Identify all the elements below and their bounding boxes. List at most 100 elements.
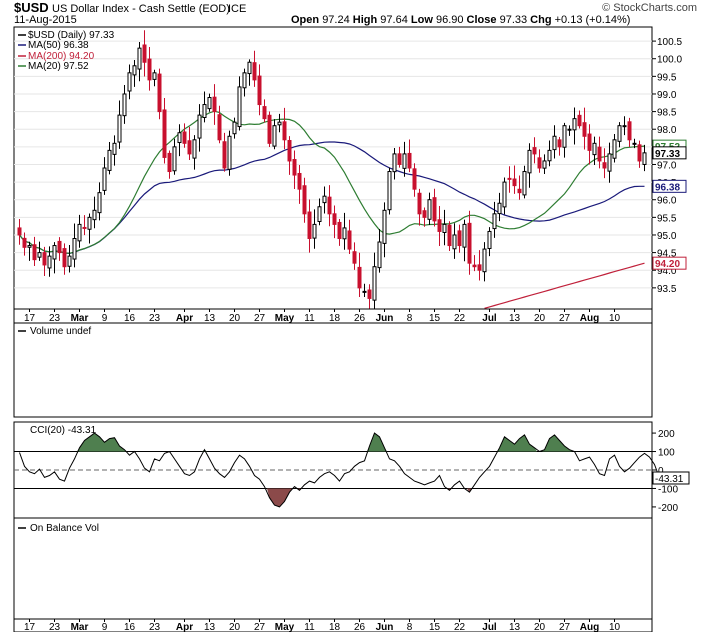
candle [157,68,162,120]
candle [432,188,437,227]
price-tick-label: 100.5 [657,37,682,48]
candle [477,250,482,281]
candle [387,167,392,215]
cci-tick-label: 200 [658,429,675,440]
stockcharts-watermark: © StockCharts.com [602,2,697,14]
candle [142,30,147,77]
date-tick-label: 27 [559,622,571,632]
candle [582,107,587,150]
ma20-line [19,110,645,254]
price-tick-label: 93.5 [657,284,677,295]
price-axis: 93.594.094.595.095.596.096.597.097.598.0… [652,37,682,295]
candle [177,124,182,157]
candle [417,188,422,226]
candle [352,242,357,270]
date-tick-label: 20 [229,622,241,632]
candle [617,122,622,148]
candle [437,205,442,246]
date-tick-label: 20 [534,313,546,324]
candlesticks [17,30,647,311]
date-tick-label: 11 [304,313,315,324]
candle [577,110,582,129]
candle [557,137,562,156]
candle [57,237,62,261]
candle [52,242,57,274]
ohlc-summary: Open 97.24 High 97.64 Low 96.90 Close 97… [291,14,630,26]
date-tick-label: 16 [124,622,136,632]
candle [527,143,532,188]
candle [42,246,47,277]
ma200-line [484,262,645,309]
date-tick-label: 15 [429,313,441,324]
candle [332,205,337,239]
date-tick-label: 27 [254,313,266,324]
candle [642,144,647,172]
candle [222,132,227,172]
candle [532,137,537,164]
date-tick-label: Mar [71,313,89,324]
candle [32,236,37,266]
candle [242,68,247,97]
instrument-name: US Dollar Index - Cash Settle (EOD) [52,3,230,15]
candle [182,123,187,148]
candle [397,146,402,168]
candle [282,107,287,150]
date-tick-label: 10 [609,622,621,632]
candle [367,284,372,311]
price-legend: $USD (Daily) 97.33 MA(50) 96.38 MA(200) … [18,30,115,72]
date-tick-label: 26 [354,622,366,632]
candle [622,116,627,136]
candle [317,198,322,226]
cci-line [19,432,660,508]
date-tick-label: 26 [354,313,366,324]
date-tick-label: 9 [102,622,108,632]
candle [342,212,347,250]
candle [572,107,577,145]
date-tick-label: 10 [609,313,621,324]
candle [357,252,362,298]
date-tick-label: 20 [534,622,546,632]
date-tick-label: 8 [407,313,413,324]
candle [502,177,507,215]
candle [472,255,477,272]
candle [307,199,312,253]
date-tick-label: Mar [71,622,89,632]
price-tick-label: 97.0 [657,160,677,171]
date-tick-label: 22 [454,313,466,324]
candle [457,224,462,253]
obv-label: On Balance Vol [30,523,99,534]
candle [292,150,297,190]
candle [137,41,142,82]
candle [612,133,617,163]
candle [412,163,417,197]
date-tick-label: 8 [407,622,413,632]
candle [112,135,117,166]
candle [552,125,557,159]
candle [467,210,472,275]
candle [207,93,212,112]
cci-tick-label: -200 [658,503,678,514]
candle [97,182,102,221]
candle [562,122,567,158]
candle [127,64,132,100]
candle [487,227,492,257]
candle [497,192,502,222]
candle [197,104,202,152]
cci-overbought-fill [367,433,387,452]
date-tick-label: 27 [254,622,266,632]
date-tick-label: 23 [49,622,61,632]
candle [122,85,127,124]
candle [92,196,97,229]
candle [147,47,152,91]
candle [602,148,607,179]
date-tick-label: 13 [204,622,216,632]
candle [447,221,452,251]
candle [347,219,352,254]
cci-oversold-fill [267,488,292,507]
date-tick-label: 22 [454,622,466,632]
candle [167,150,172,179]
cci-value-tag: -43.31 [655,474,684,485]
date-tick-label: 18 [329,313,341,324]
price-tick-label: 94.5 [657,249,677,260]
